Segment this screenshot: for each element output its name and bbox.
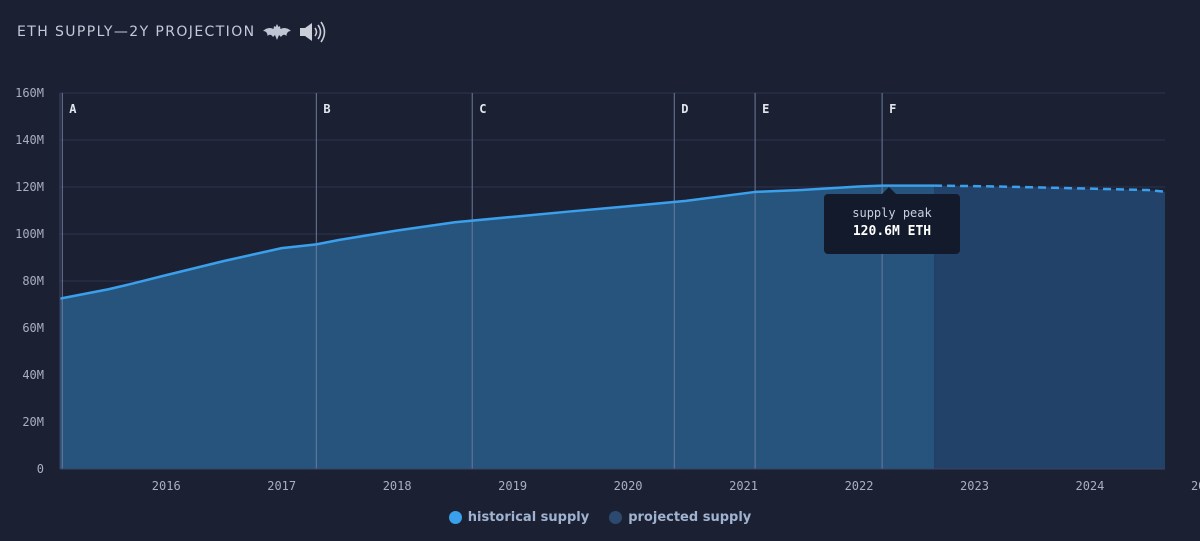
series-lines [59,184,1166,300]
x-tick-label: 2021 [729,479,758,493]
tooltip-label: supply peak [852,206,932,220]
y-tick-label: 100M [15,227,44,241]
event-marker-label: C [479,102,486,116]
bat-logo-icon [262,24,291,40]
x-tick-label: 2019 [498,479,527,493]
projected-supply-area [934,185,1165,469]
y-tick-label: 20M [22,415,44,429]
x-tick-label: 2023 [960,479,989,493]
event-marker-label: B [323,102,330,116]
event-marker-label: A [69,102,77,116]
legend-projected[interactable]: projected supply [609,510,751,525]
chart-title: ETH SUPPLY—2Y PROJECTION [17,24,256,40]
event-markers: A B C D E F [61,93,896,469]
chart-header: ETH SUPPLY—2Y PROJECTION [17,18,328,46]
chart-legend: historical supply projected supply [0,510,1200,525]
y-tick-label: 80M [22,274,44,288]
y-tick-label: 60M [22,321,44,335]
legend-projected-swatch [609,511,623,524]
x-tick-label: 2018 [383,479,412,493]
event-marker-label: E [762,102,769,116]
axes: 0 20M 40M 60M 80M 100M 120M 140M 160M 2016 2017 201… [15,86,1200,493]
event-marker-label: F [889,102,896,116]
historical-supply-line [59,184,935,300]
tooltip-arrow [882,187,896,194]
y-tick-label: 0 [37,462,44,476]
historical-supply-area [60,185,935,469]
y-tick-label: 140M [15,133,44,147]
y-tick-label: 160M [15,86,44,100]
speaker-icon[interactable] [298,20,328,44]
supply-peak-tooltip: supply peak 120.6M ETH [824,187,960,254]
x-tick-label: 2017 [267,479,296,493]
legend-historical[interactable]: historical supply [448,510,590,525]
event-marker-label: D [681,102,688,116]
x-tick-label: 2025 [1191,479,1200,493]
x-tick-label: 2024 [1075,479,1104,493]
legend-projected-label: projected supply [628,510,752,525]
x-tick-label: 2016 [152,479,181,493]
area-layer [60,185,1165,469]
y-tick-label: 40M [22,368,44,382]
legend-historical-label: historical supply [467,510,590,525]
x-tick-label: 2020 [614,479,643,493]
legend-historical-swatch [448,511,462,524]
y-tick-label: 120M [15,180,44,194]
projected-supply-line [934,184,1166,193]
tooltip-value: 120.6M ETH [852,224,932,239]
x-tick-label: 2022 [845,479,874,493]
